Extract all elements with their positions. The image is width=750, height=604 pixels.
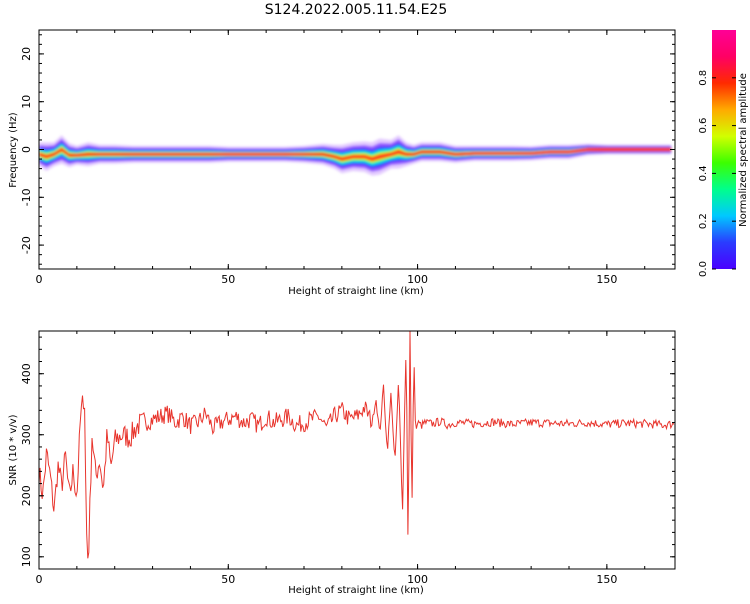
spectrogram-xlabel: Height of straight line (km) [288, 286, 424, 297]
colorbar: 0.0 0.2 0.4 0.6 0.8 Normalized spectral ampl… [698, 30, 749, 277]
snr-ytick-label: 100 [20, 546, 33, 567]
snr-y-ticks: 100 200 300 400 [20, 336, 675, 570]
snr-ytick-label: 300 [20, 424, 33, 445]
snr-xlabel: Height of straight line (km) [288, 585, 424, 596]
spectrogram-y-ticks: -20 -10 0 10 20 [20, 34, 675, 265]
spectrogram-xtick-label: 50 [221, 273, 235, 286]
colorbar-label: Normalized spectral amplitude [738, 73, 749, 227]
spectrogram-ytick-label: 10 [20, 95, 33, 109]
snr-panel: 0 50 100 150 100 200 300 400 Height of straigh… [8, 330, 676, 596]
spectrogram-panel: 0 50 100 150 -20 -10 0 10 20 Height of straight… [8, 29, 676, 297]
snr-ytick-label: 200 [20, 485, 33, 506]
colorbar-bar [712, 30, 736, 269]
colorbar-tick-label: 0.6 [698, 118, 709, 134]
snr-frame [38, 330, 676, 570]
snr-xtick-label: 0 [36, 573, 43, 586]
snr-xtick-label: 100 [407, 573, 428, 586]
spectrogram-ytick-label: 0 [20, 146, 33, 153]
spectrogram-x-ticks: 0 50 100 150 [36, 30, 646, 286]
spectrogram-heatmap [39, 135, 672, 176]
snr-ytick-label: 400 [20, 363, 33, 384]
spectrogram-ylabel: Frequency (Hz) [8, 112, 19, 188]
colorbar-tick-label: 0.2 [698, 213, 709, 229]
snr-ylabel: SNR (10 * v/v) [8, 414, 19, 485]
colorbar-tick-label: 0.0 [698, 261, 709, 277]
spectrogram-ytick-label: -20 [20, 236, 33, 254]
snr-series-line [39, 331, 675, 559]
spectrogram-band-6 [39, 147, 672, 161]
snr-x-ticks: 0 50 100 150 [36, 331, 646, 586]
chart-title: S124.2022.005.11.54.E25 [265, 2, 448, 18]
snr-xtick-label: 50 [221, 573, 235, 586]
spectrogram-ytick-label: 20 [20, 47, 33, 61]
spectrogram-xtick-label: 150 [596, 273, 617, 286]
spectrogram-ytick-label: -10 [20, 188, 33, 206]
spectrogram-band-5 [39, 146, 672, 163]
colorbar-tick-label: 0.4 [698, 165, 709, 181]
snr-xtick-label: 150 [596, 573, 617, 586]
spectrogram-xtick-label: 100 [407, 273, 428, 286]
snr-plot-area [39, 331, 675, 559]
colorbar-tick-label: 0.8 [698, 70, 709, 86]
spectrogram-xtick-label: 0 [36, 273, 43, 286]
colorbar-ticks: 0.0 0.2 0.4 0.6 0.8 [698, 70, 736, 277]
